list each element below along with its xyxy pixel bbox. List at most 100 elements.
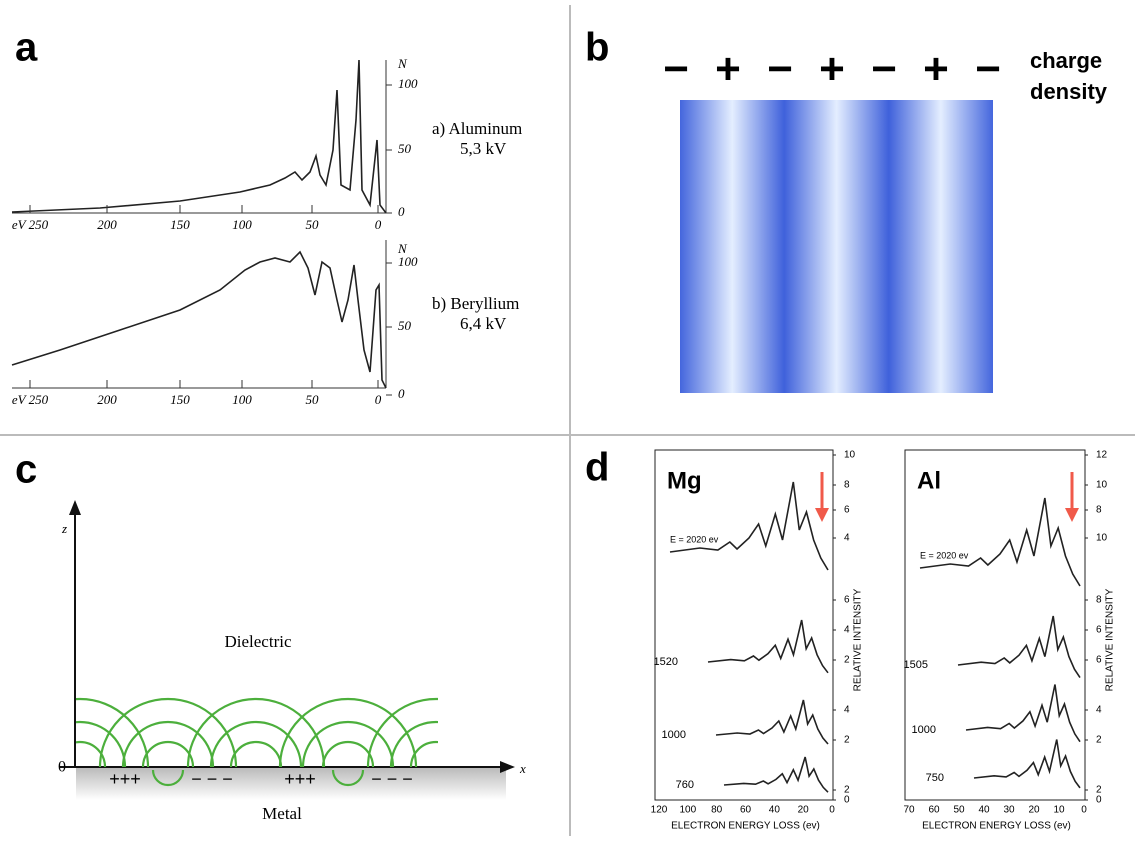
field-line <box>278 697 418 767</box>
y-tick-label: 2 <box>844 735 850 746</box>
field-line <box>331 769 365 787</box>
axis-label: x <box>519 761 526 776</box>
surface-charge: +++ <box>284 769 316 789</box>
field-line <box>186 697 326 767</box>
panel-a <box>11 59 387 389</box>
surface-charge: − − − <box>371 769 413 789</box>
y-tick-label: 0 <box>398 204 405 219</box>
x-tick-label: 100 <box>232 392 252 407</box>
y-tick-label: 100 <box>398 254 418 269</box>
surface-charge: +++ <box>109 769 141 789</box>
charge-sign: + <box>715 45 741 94</box>
spectrum <box>957 615 1081 679</box>
y-tick-label: 10 <box>1096 533 1108 544</box>
y-tick-label: 2 <box>844 655 850 666</box>
y-tick-label: 50 <box>398 141 412 156</box>
y-tick-label: 4 <box>1096 705 1102 716</box>
x-tick-label: 50 <box>306 217 320 232</box>
x-tick-label: 40 <box>978 805 990 816</box>
y-tick-label: 6 <box>1096 625 1102 636</box>
y-tick-label: 0 <box>1096 795 1102 806</box>
x-tick-label: 40 <box>769 805 781 816</box>
y-tick-label: 2 <box>1096 735 1102 746</box>
y-tick-label: 6 <box>1096 655 1102 666</box>
field-line <box>121 720 215 767</box>
energy-label: E = 2020 ev <box>670 534 719 544</box>
x-tick-label: 150 <box>170 392 190 407</box>
y-tick-label: 0 <box>844 795 850 806</box>
legend: 5,3 kV <box>460 139 507 158</box>
x-tick-label: 100 <box>232 217 252 232</box>
energy-label: 750 <box>926 772 944 784</box>
x-tick-label: 100 <box>679 805 696 816</box>
y-axis-title: RELATIVE INTENSITY <box>853 588 864 691</box>
x-tick-label: 50 <box>306 392 320 407</box>
region-label: Dielectric <box>224 632 291 651</box>
field-line <box>76 740 107 767</box>
energy-label: 1000 <box>662 729 686 741</box>
field-line <box>76 720 127 767</box>
charge-sign: − <box>767 45 793 94</box>
x-tick-label: 20 <box>798 805 810 816</box>
legend: 6,4 kV <box>460 314 507 333</box>
x-tick-label: 60 <box>928 805 940 816</box>
charge-wave <box>680 100 993 393</box>
x-tick-label: 50 <box>953 805 965 816</box>
spectrum <box>723 756 829 793</box>
x-tick-label: 0 <box>375 217 382 232</box>
charge-sign: − <box>975 45 1001 94</box>
y-tick-label: 8 <box>844 480 850 491</box>
element-label: Mg <box>667 467 702 494</box>
energy-label: 760 <box>676 779 694 791</box>
x-tick-label: 20 <box>1028 805 1040 816</box>
x-axis-title: ELECTRON ENERGY LOSS (ev) <box>922 821 1071 832</box>
y-tick-label: 8 <box>1096 505 1102 516</box>
y-tick-label: 4 <box>844 705 850 716</box>
y-tick-label: 6 <box>844 595 850 606</box>
field-line <box>321 740 375 767</box>
y-tick-label: 2 <box>1096 785 1102 796</box>
charge-sign: + <box>923 45 949 94</box>
y-tick-label: 4 <box>844 533 850 544</box>
y-tick-label: 10 <box>844 450 856 461</box>
field-line <box>301 720 395 767</box>
panel-d <box>654 449 1088 801</box>
field-line <box>98 697 238 767</box>
charge-sign: − <box>871 45 897 94</box>
spectrum <box>669 481 829 571</box>
energy-label: 1520 <box>654 656 678 668</box>
panel-c <box>60 500 515 800</box>
x-tick-label: 70 <box>903 805 915 816</box>
legend: a) Aluminum <box>432 119 522 138</box>
y-tick-label: 12 <box>1096 450 1108 461</box>
field-line <box>141 740 195 767</box>
x-tick-label: 0 <box>375 392 382 407</box>
field-line <box>229 740 283 767</box>
x-tick-label: 0 <box>829 805 835 816</box>
charge-sign: + <box>819 45 845 94</box>
caption: charge <box>1030 48 1102 73</box>
origin-label: 0 <box>58 759 66 776</box>
region-label: Metal <box>262 804 302 823</box>
y-tick-label: 10 <box>1096 480 1108 491</box>
y-unit: N <box>397 241 408 256</box>
y-tick-label: 50 <box>398 318 412 333</box>
panel-label: b <box>585 26 609 70</box>
x-tick-label: 200 <box>97 392 117 407</box>
panel-label: a <box>15 26 38 70</box>
spectrum <box>973 739 1081 789</box>
y-tick-label: 0 <box>398 386 405 401</box>
x-tick-label: 60 <box>740 805 752 816</box>
x-tick-label: 120 <box>651 805 668 816</box>
panel-label: c <box>15 448 37 492</box>
spectrum <box>715 699 829 745</box>
y-unit: N <box>397 56 408 71</box>
surface-charge: − − − <box>191 769 233 789</box>
field-line <box>209 720 303 767</box>
energy-label: 1000 <box>912 724 936 736</box>
energy-label: 1505 <box>904 659 928 671</box>
caption: density <box>1030 79 1108 104</box>
element-label: Al <box>917 467 941 494</box>
panel-label: d <box>585 446 609 490</box>
